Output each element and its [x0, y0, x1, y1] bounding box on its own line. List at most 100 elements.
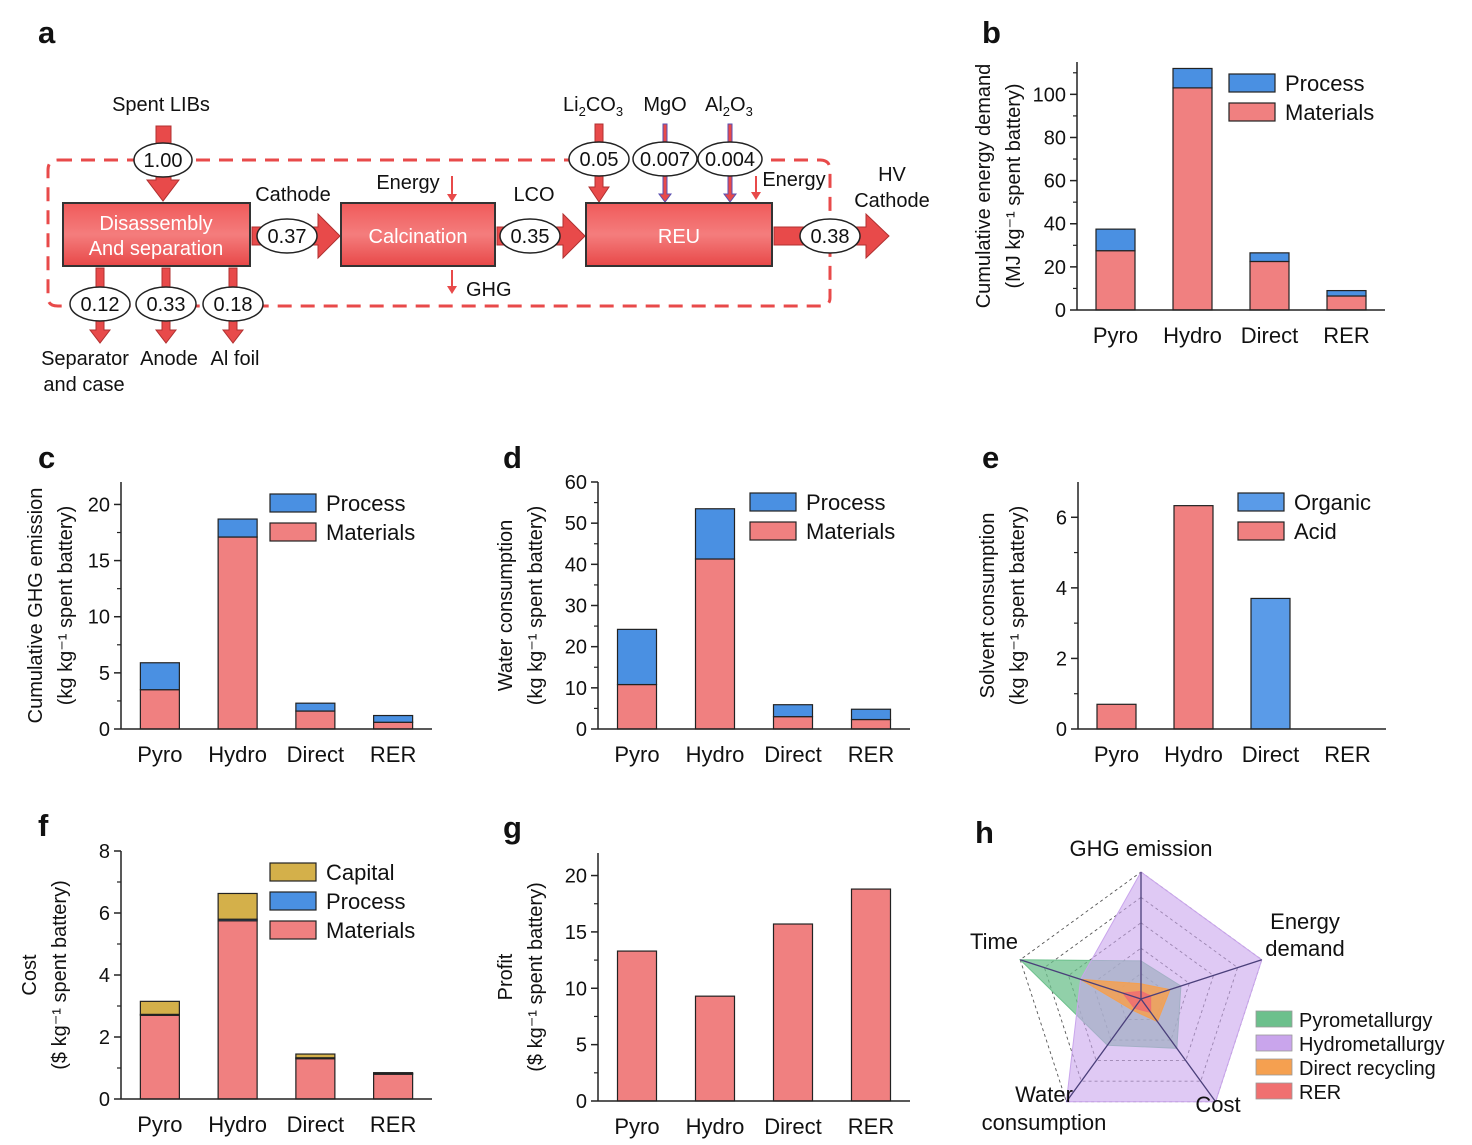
al2o3-label: Al2O3 [705, 94, 753, 119]
y-tick-label: 100 [1033, 84, 1066, 106]
x-tick-label-rer: RER [370, 1112, 416, 1137]
reu-box [585, 202, 773, 267]
legend-label-pyrometallurgy: Pyrometallurgy [1299, 1010, 1432, 1032]
spent-libs-label: Spent LIBs [112, 94, 210, 116]
radar-spoke [1020, 959, 1142, 1000]
y-axis-label: Cumulative GHG emission [25, 488, 47, 724]
legend-label-capital: Capital [326, 860, 394, 885]
separator-value-oval [69, 286, 131, 322]
radar-spoke [1065, 998, 1142, 1103]
y-tick-label: 15 [565, 922, 587, 944]
legend-label-hydrometallurgy: Hydrometallurgy [1299, 1034, 1445, 1056]
x-tick-label-hydro: Hydro [1164, 742, 1223, 767]
bar-hydro-materials [217, 536, 258, 730]
bar-pyro-process [616, 628, 658, 686]
bar-pyro-materials [139, 1014, 180, 1100]
bar-direct-materials [772, 716, 814, 730]
bar-pyro-process [139, 662, 180, 691]
reu-label: REU [658, 226, 700, 248]
x-tick-label-hydro: Hydro [686, 742, 745, 767]
bar-direct-organic [1250, 597, 1291, 730]
chart-panel-e: e Pyro Hydro Direct RER 0 2 4 6 Solvent consumpti… [977, 440, 1386, 767]
y-tick-label: 0 [99, 1089, 110, 1111]
x-tick-label-pyro: Pyro [137, 1112, 182, 1137]
al-foil-label: Al foil [211, 348, 260, 370]
y-tick-label: 60 [565, 472, 587, 494]
y-tick-label: 10 [565, 978, 587, 1000]
radar-axis-energy-1: Energy [1270, 909, 1340, 934]
x-tick-label-direct: Direct [764, 742, 821, 767]
al-foil-value: 0.18 [214, 294, 253, 316]
cathode-value: 0.37 [268, 226, 307, 248]
legend-swatch-organic [1237, 492, 1285, 512]
input-value-oval [133, 142, 193, 178]
y-axis-units: (kg kg⁻¹ spent battery) [525, 506, 547, 706]
x-tick-label-rer: RER [848, 742, 894, 767]
al2o3-value-oval [697, 141, 763, 177]
bar-rer-materials [373, 1073, 414, 1100]
y-tick-label: 4 [1056, 578, 1067, 600]
x-tick-label-pyro: Pyro [614, 1114, 659, 1139]
hv-label-2: Cathode [854, 190, 930, 212]
y-axis-label: Profit [495, 953, 517, 1000]
y-tick-label: 30 [565, 596, 587, 618]
y-tick-label: 40 [1044, 214, 1066, 236]
y-tick-label: 0 [576, 1091, 587, 1113]
legend-label-process: Process [806, 490, 885, 515]
li2co3-value-oval [568, 141, 630, 177]
bar-pyro-capital [139, 1000, 180, 1015]
x-tick-label-direct: Direct [1242, 742, 1299, 767]
bar-rer-process [373, 714, 414, 723]
bar-hydro-process [694, 508, 736, 560]
li2co3-value: 0.05 [580, 149, 619, 171]
legend-swatch-process [269, 891, 317, 911]
lco-label: LCO [513, 184, 554, 206]
legend-swatch-pyrometallurgy [1255, 1010, 1293, 1028]
y-axis-label: Cumulative energy demand [973, 64, 995, 309]
panel-label-a: a [38, 15, 56, 50]
radar-axis-water-1: Water [1015, 1082, 1073, 1107]
legend-swatch-materials [1228, 102, 1276, 122]
al-foil-value-oval [202, 286, 264, 322]
bar-hydro-acid [1173, 505, 1214, 730]
bar-pyro-materials [139, 689, 180, 730]
panel-label-c: c [38, 440, 55, 475]
x-tick-label-direct: Direct [764, 1114, 821, 1139]
output-value-oval [799, 218, 861, 254]
y-tick-label: 80 [1044, 127, 1066, 149]
y-tick-label: 2 [1056, 648, 1067, 670]
bar-pyro-materials [616, 683, 658, 730]
radar-axis-ghg: GHG emission [1069, 836, 1212, 861]
bar-rer-materials [1326, 295, 1367, 311]
bar-direct-capital [295, 1053, 336, 1059]
y-tick-label: 5 [99, 663, 110, 685]
x-tick-label-hydro: Hydro [1163, 323, 1222, 348]
legend-swatch-direct-recycling [1255, 1058, 1293, 1076]
y-tick-label: 0 [99, 719, 110, 741]
bar-direct-materials [1249, 260, 1290, 311]
y-tick-label: 6 [1056, 507, 1067, 529]
separator-value: 0.12 [81, 294, 120, 316]
chart-panel-c: c Pyro Hydro Direct RER 0 5 10 15 20 Cumulative GH… [25, 440, 432, 767]
x-tick-label-pyro: Pyro [614, 742, 659, 767]
legend-swatch-process [269, 493, 317, 513]
radar-axis-time: Time [970, 929, 1018, 954]
y-tick-label: 10 [88, 607, 110, 629]
output-value: 0.38 [811, 226, 850, 248]
y-axis-units: (MJ kg⁻¹ spent battery) [1003, 83, 1025, 288]
x-tick-label-direct: Direct [1241, 323, 1298, 348]
energy-arrow-2-head [751, 192, 761, 200]
y-tick-label: 20 [1044, 257, 1066, 279]
radar-spoke [1140, 959, 1262, 1000]
radar-spoke [1140, 998, 1217, 1103]
legend-label-rer: RER [1299, 1082, 1341, 1104]
y-axis-units: ($ kg⁻¹ spent battery) [49, 880, 71, 1070]
x-tick-label-pyro: Pyro [1093, 323, 1138, 348]
x-tick-label-hydro: Hydro [208, 1112, 267, 1137]
mgo-label: MgO [643, 94, 686, 116]
bar-direct-process [1249, 252, 1290, 263]
legend-swatch-materials [749, 521, 797, 541]
bar-rer-profit [850, 888, 892, 1102]
separator-label-2: and case [43, 374, 124, 396]
